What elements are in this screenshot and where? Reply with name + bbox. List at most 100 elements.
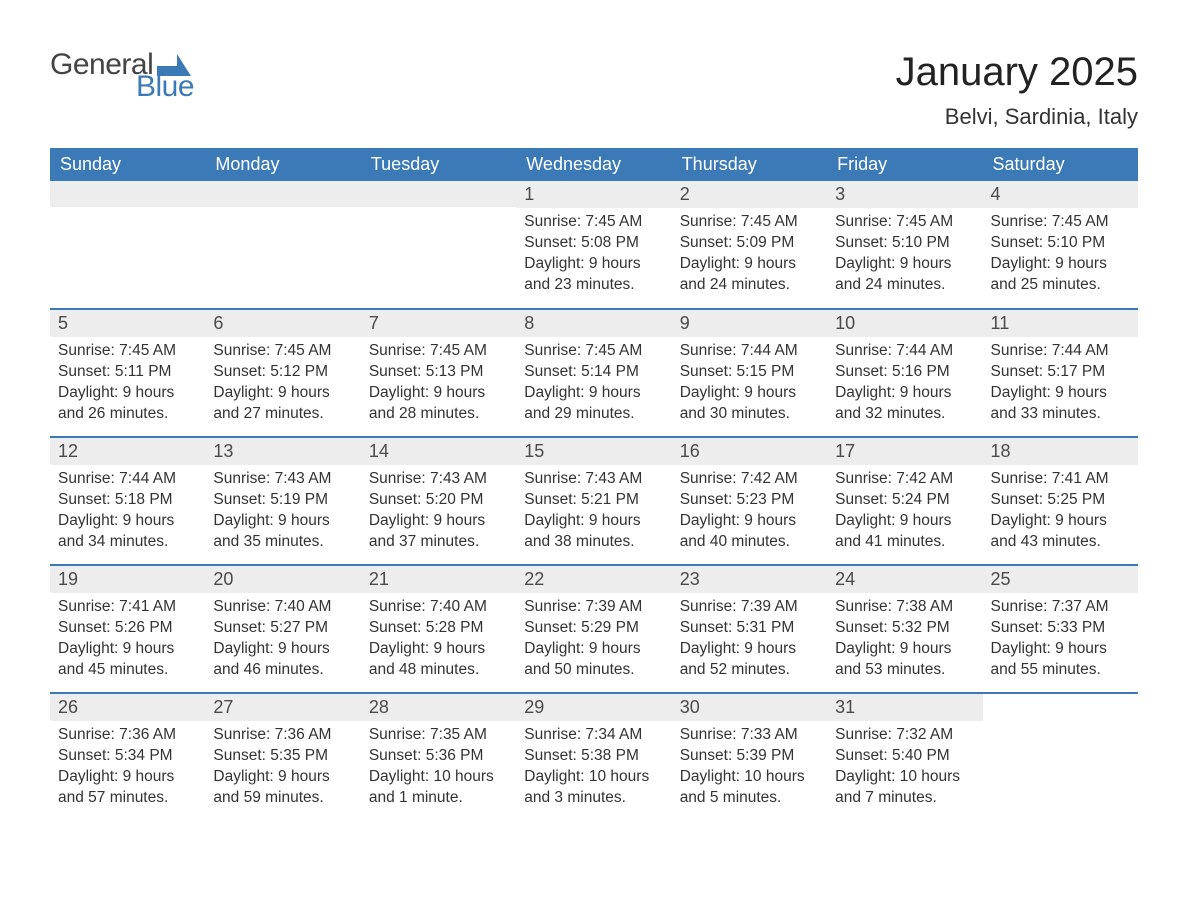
day-detail-line: Sunrise: 7:44 AM [58, 469, 197, 490]
day-details: Sunrise: 7:42 AMSunset: 5:23 PMDaylight:… [672, 465, 827, 559]
day-detail-line: Sunrise: 7:44 AM [991, 341, 1130, 362]
day-detail-line: Sunrise: 7:36 AM [58, 725, 197, 746]
day-detail-line: Sunrise: 7:35 AM [369, 725, 508, 746]
empty-day-bar [205, 181, 360, 207]
day-header: Saturday [983, 148, 1138, 181]
day-details: Sunrise: 7:40 AMSunset: 5:28 PMDaylight:… [361, 593, 516, 687]
day-details: Sunrise: 7:45 AMSunset: 5:08 PMDaylight:… [516, 208, 671, 302]
day-detail-line: Sunrise: 7:43 AM [213, 469, 352, 490]
brand-logo-top: General [50, 50, 194, 80]
day-number: 19 [50, 566, 205, 593]
day-detail-line: and 37 minutes. [369, 532, 508, 553]
day-details: Sunrise: 7:42 AMSunset: 5:24 PMDaylight:… [827, 465, 982, 559]
day-detail-line: and 52 minutes. [680, 660, 819, 681]
day-detail-line: Daylight: 9 hours [369, 511, 508, 532]
day-detail-line: Sunset: 5:26 PM [58, 618, 197, 639]
calendar-cell: 19Sunrise: 7:41 AMSunset: 5:26 PMDayligh… [50, 565, 205, 693]
day-detail-line: and 29 minutes. [524, 404, 663, 425]
day-detail-line: Daylight: 9 hours [835, 639, 974, 660]
calendar-cell [205, 181, 360, 309]
empty-day-bar [361, 181, 516, 207]
day-detail-line: Daylight: 9 hours [213, 383, 352, 404]
day-details: Sunrise: 7:44 AMSunset: 5:18 PMDaylight:… [50, 465, 205, 559]
day-details: Sunrise: 7:43 AMSunset: 5:20 PMDaylight:… [361, 465, 516, 559]
day-details: Sunrise: 7:45 AMSunset: 5:14 PMDaylight:… [516, 337, 671, 431]
day-details: Sunrise: 7:37 AMSunset: 5:33 PMDaylight:… [983, 593, 1138, 687]
day-details: Sunrise: 7:45 AMSunset: 5:13 PMDaylight:… [361, 337, 516, 431]
day-detail-line: Daylight: 9 hours [369, 383, 508, 404]
day-detail-line: Sunset: 5:12 PM [213, 362, 352, 383]
brand-mark-icon [157, 54, 191, 80]
day-details: Sunrise: 7:45 AMSunset: 5:12 PMDaylight:… [205, 337, 360, 431]
day-detail-line: Sunrise: 7:45 AM [369, 341, 508, 362]
day-details: Sunrise: 7:45 AMSunset: 5:09 PMDaylight:… [672, 208, 827, 302]
day-detail-line: and 33 minutes. [991, 404, 1130, 425]
day-detail-line: Daylight: 9 hours [680, 383, 819, 404]
day-detail-line: and 30 minutes. [680, 404, 819, 425]
day-detail-line: Daylight: 9 hours [835, 383, 974, 404]
calendar-cell: 10Sunrise: 7:44 AMSunset: 5:16 PMDayligh… [827, 309, 982, 437]
day-detail-line: Sunrise: 7:34 AM [524, 725, 663, 746]
calendar-cell: 7Sunrise: 7:45 AMSunset: 5:13 PMDaylight… [361, 309, 516, 437]
calendar-cell: 14Sunrise: 7:43 AMSunset: 5:20 PMDayligh… [361, 437, 516, 565]
day-detail-line: and 3 minutes. [524, 788, 663, 809]
day-details: Sunrise: 7:45 AMSunset: 5:10 PMDaylight:… [983, 208, 1138, 302]
day-detail-line: Sunset: 5:08 PM [524, 233, 663, 254]
day-detail-line: Sunset: 5:14 PM [524, 362, 663, 383]
day-details: Sunrise: 7:38 AMSunset: 5:32 PMDaylight:… [827, 593, 982, 687]
day-detail-line: Daylight: 9 hours [680, 639, 819, 660]
day-details: Sunrise: 7:45 AMSunset: 5:10 PMDaylight:… [827, 208, 982, 302]
day-number: 30 [672, 694, 827, 721]
day-detail-line: Sunrise: 7:41 AM [58, 597, 197, 618]
calendar-cell: 8Sunrise: 7:45 AMSunset: 5:14 PMDaylight… [516, 309, 671, 437]
calendar-cell: 23Sunrise: 7:39 AMSunset: 5:31 PMDayligh… [672, 565, 827, 693]
day-detail-line: Sunset: 5:39 PM [680, 746, 819, 767]
calendar-header-row: Sunday Monday Tuesday Wednesday Thursday… [50, 148, 1138, 181]
day-detail-line: Sunrise: 7:41 AM [991, 469, 1130, 490]
day-details: Sunrise: 7:36 AMSunset: 5:34 PMDaylight:… [50, 721, 205, 815]
day-detail-line: Daylight: 9 hours [524, 254, 663, 275]
day-detail-line: Sunset: 5:33 PM [991, 618, 1130, 639]
day-number: 9 [672, 310, 827, 337]
day-detail-line: Sunrise: 7:42 AM [835, 469, 974, 490]
calendar-week-row: 19 Sunrise: 7:41 AMSunset: 5:26 PM Dayligh… [50, 565, 1138, 693]
day-number: 21 [361, 566, 516, 593]
day-detail-line: Daylight: 9 hours [369, 639, 508, 660]
day-details: Sunrise: 7:44 AMSunset: 5:15 PMDaylight:… [672, 337, 827, 431]
calendar-cell: 9Sunrise: 7:44 AMSunset: 5:15 PMDaylight… [672, 309, 827, 437]
day-number: 18 [983, 438, 1138, 465]
day-details: Sunrise: 7:44 AMSunset: 5:17 PMDaylight:… [983, 337, 1138, 431]
day-detail-line: Sunset: 5:27 PM [213, 618, 352, 639]
calendar-cell: 11Sunrise: 7:44 AMSunset: 5:17 PMDayligh… [983, 309, 1138, 437]
calendar-cell: 31Sunrise: 7:32 AMSunset: 5:40 PMDayligh… [827, 693, 982, 821]
day-detail-line: and 50 minutes. [524, 660, 663, 681]
day-detail-line: Sunset: 5:19 PM [213, 490, 352, 511]
day-details: Sunrise: 7:33 AMSunset: 5:39 PMDaylight:… [672, 721, 827, 815]
day-detail-line: Daylight: 9 hours [58, 383, 197, 404]
day-detail-line: Sunset: 5:36 PM [369, 746, 508, 767]
calendar-cell: 15Sunrise: 7:43 AMSunset: 5:21 PMDayligh… [516, 437, 671, 565]
day-detail-line: Sunset: 5:34 PM [58, 746, 197, 767]
day-detail-line: Sunrise: 7:45 AM [835, 212, 974, 233]
day-detail-line: Sunrise: 7:36 AM [213, 725, 352, 746]
day-number: 10 [827, 310, 982, 337]
day-detail-line: Sunset: 5:20 PM [369, 490, 508, 511]
day-detail-line: Daylight: 9 hours [213, 639, 352, 660]
day-detail-line: and 32 minutes. [835, 404, 974, 425]
day-number: 14 [361, 438, 516, 465]
day-detail-line: Daylight: 9 hours [680, 254, 819, 275]
page: General Blue January 2025 Belvi, Sardini… [0, 0, 1188, 861]
day-detail-line: Sunset: 5:09 PM [680, 233, 819, 254]
day-detail-line: and 24 minutes. [680, 275, 819, 296]
day-detail-line: and 5 minutes. [680, 788, 819, 809]
day-number: 1 [516, 181, 671, 208]
day-details: Sunrise: 7:39 AMSunset: 5:31 PMDaylight:… [672, 593, 827, 687]
day-detail-line: Daylight: 9 hours [835, 511, 974, 532]
day-detail-line: Daylight: 9 hours [991, 639, 1130, 660]
day-detail-line: Sunset: 5:13 PM [369, 362, 508, 383]
calendar-body: 1Sunrise: 7:45 AMSunset: 5:08 PMDaylight… [50, 181, 1138, 821]
day-number: 25 [983, 566, 1138, 593]
day-detail-line: Sunrise: 7:40 AM [213, 597, 352, 618]
day-number: 28 [361, 694, 516, 721]
day-detail-line: Daylight: 9 hours [991, 254, 1130, 275]
